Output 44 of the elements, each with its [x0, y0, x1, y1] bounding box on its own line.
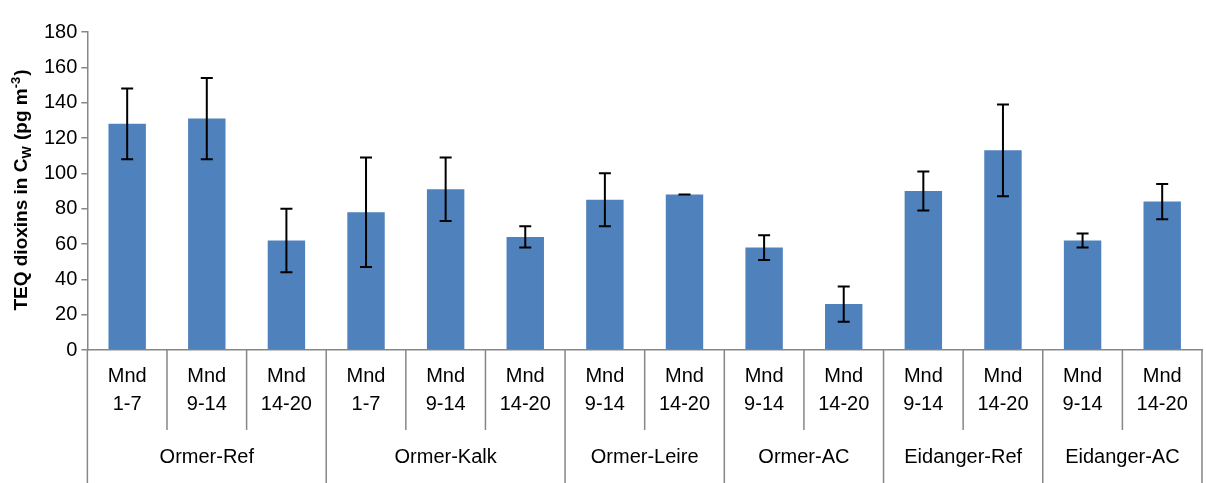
x-tick-label: Mnd 14-20: [818, 363, 870, 414]
x-tick-label: Mnd 14-20: [658, 363, 711, 414]
y-tick-label: 180: [43, 19, 78, 42]
bar: [984, 150, 1022, 350]
x-tick-label: Mnd 9-14: [744, 363, 785, 414]
bar: [1143, 201, 1181, 350]
text: Eidanger-Ref: [904, 444, 1023, 467]
bar: [188, 118, 226, 350]
bar: [426, 189, 465, 350]
y-tick-label: 100: [43, 160, 78, 183]
y-tick-label: 40: [55, 266, 78, 289]
bar: [904, 191, 943, 350]
bar: [267, 240, 306, 350]
x-tick-label: Mnd 14-20: [499, 363, 551, 414]
bar: [825, 304, 863, 350]
text: Ormer-AC: [758, 444, 850, 467]
bar: [506, 236, 544, 350]
x-tick-label: Mnd 9-14: [903, 363, 944, 414]
text: Ormer-Leire: [590, 444, 699, 467]
text: Ormer-Kalk: [394, 444, 498, 467]
y-tick-label: 20: [55, 302, 78, 325]
bar: [586, 199, 624, 350]
x-tick-label: Mnd 9-14: [584, 363, 625, 414]
x-tick-label: Mnd 14-20: [260, 363, 312, 414]
bar: [108, 123, 146, 350]
y-tick-label: 140: [43, 90, 78, 113]
bar: [1063, 240, 1102, 350]
x-tick-label: Mnd 1-7: [346, 363, 386, 414]
text: Ormer-Ref: [159, 444, 255, 467]
bar: [745, 247, 783, 350]
y-tick-label: 60: [55, 231, 78, 254]
x-tick-label: Mnd 9-14: [1062, 363, 1103, 414]
x-tick-label: Mnd 14-20: [1136, 363, 1188, 414]
x-tick-label: Mnd 9-14: [186, 363, 227, 414]
bar: [665, 194, 704, 350]
x-tick-label: Mnd 1-7: [107, 363, 147, 414]
y-tick-label: 120: [43, 125, 78, 148]
bar: [347, 212, 385, 350]
y-tick-label: 160: [43, 54, 78, 77]
y-tick-label: 0: [66, 337, 78, 360]
x-tick-label: Mnd 9-14: [425, 363, 466, 414]
x-tick-label: Mnd 14-20: [977, 363, 1029, 414]
text: Eidanger-AC: [1065, 444, 1180, 467]
y-tick-label: 80: [55, 196, 78, 219]
